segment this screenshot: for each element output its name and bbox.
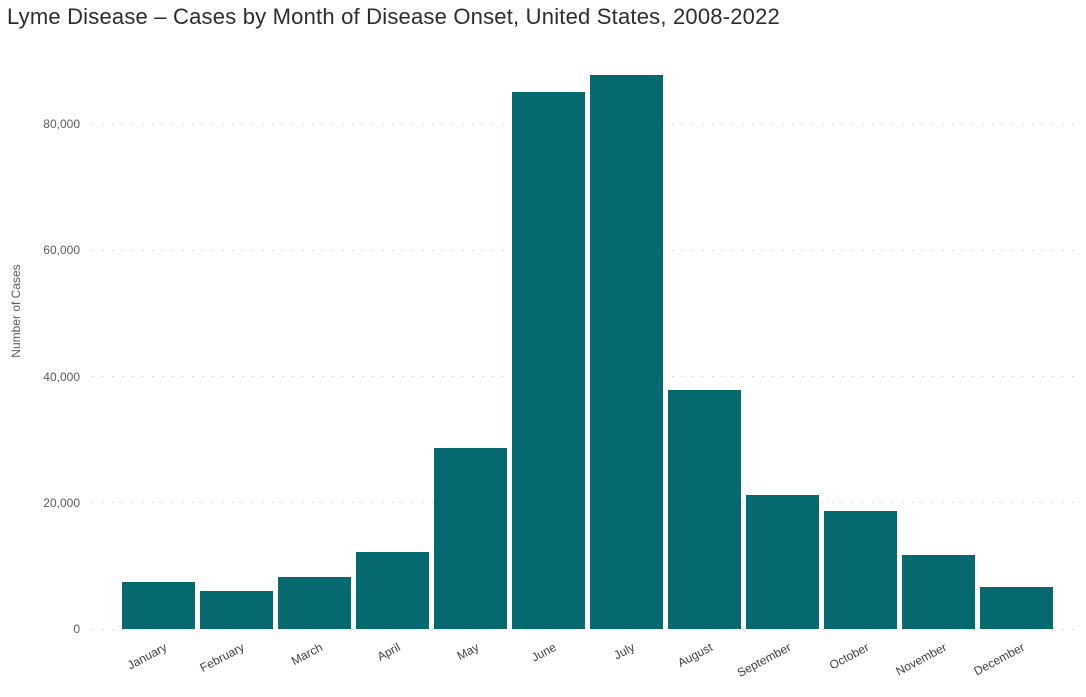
x-axis-label-march: March bbox=[289, 640, 326, 669]
y-tick-label: 20,000 bbox=[43, 495, 80, 510]
x-axis-label-july: July bbox=[611, 640, 638, 663]
y-gridline bbox=[92, 249, 1078, 251]
y-gridline bbox=[92, 376, 1078, 377]
bar-december[interactable] bbox=[980, 587, 1053, 629]
y-tick-label: 0 bbox=[73, 622, 80, 636]
bar-november[interactable] bbox=[902, 555, 975, 629]
x-axis-label-may: May bbox=[454, 640, 482, 664]
x-axis-label-september: September bbox=[734, 640, 794, 680]
y-gridline bbox=[92, 502, 1078, 504]
bar-may[interactable] bbox=[434, 447, 507, 629]
bar-february[interactable] bbox=[200, 591, 273, 629]
y-tick-label: 40,000 bbox=[43, 369, 80, 384]
x-axis-label-august: August bbox=[675, 640, 716, 670]
y-tick-label: 80,000 bbox=[43, 117, 80, 131]
bar-september[interactable] bbox=[746, 495, 819, 629]
x-axis-label-april: April bbox=[375, 640, 404, 664]
y-tick-label: 60,000 bbox=[43, 243, 80, 258]
bar-june[interactable] bbox=[512, 92, 585, 629]
x-axis-label-november: November bbox=[893, 640, 950, 679]
chart-title: Lyme Disease – Cases by Month of Disease… bbox=[7, 4, 780, 29]
y-gridline bbox=[92, 123, 1078, 125]
x-axis-label-december: December bbox=[971, 640, 1028, 679]
bar-march[interactable] bbox=[278, 577, 351, 629]
x-axis-label-january: January bbox=[124, 640, 170, 673]
bar-october[interactable] bbox=[824, 510, 897, 629]
x-axis-label-february: February bbox=[198, 640, 248, 675]
bar-april[interactable] bbox=[356, 551, 429, 629]
bar-august[interactable] bbox=[668, 389, 741, 629]
bar-july[interactable] bbox=[590, 74, 663, 629]
x-axis-label-june: June bbox=[529, 640, 560, 665]
x-axis-label-october: October bbox=[826, 640, 872, 673]
bar-january[interactable] bbox=[122, 581, 195, 629]
y-gridline bbox=[92, 628, 1078, 630]
